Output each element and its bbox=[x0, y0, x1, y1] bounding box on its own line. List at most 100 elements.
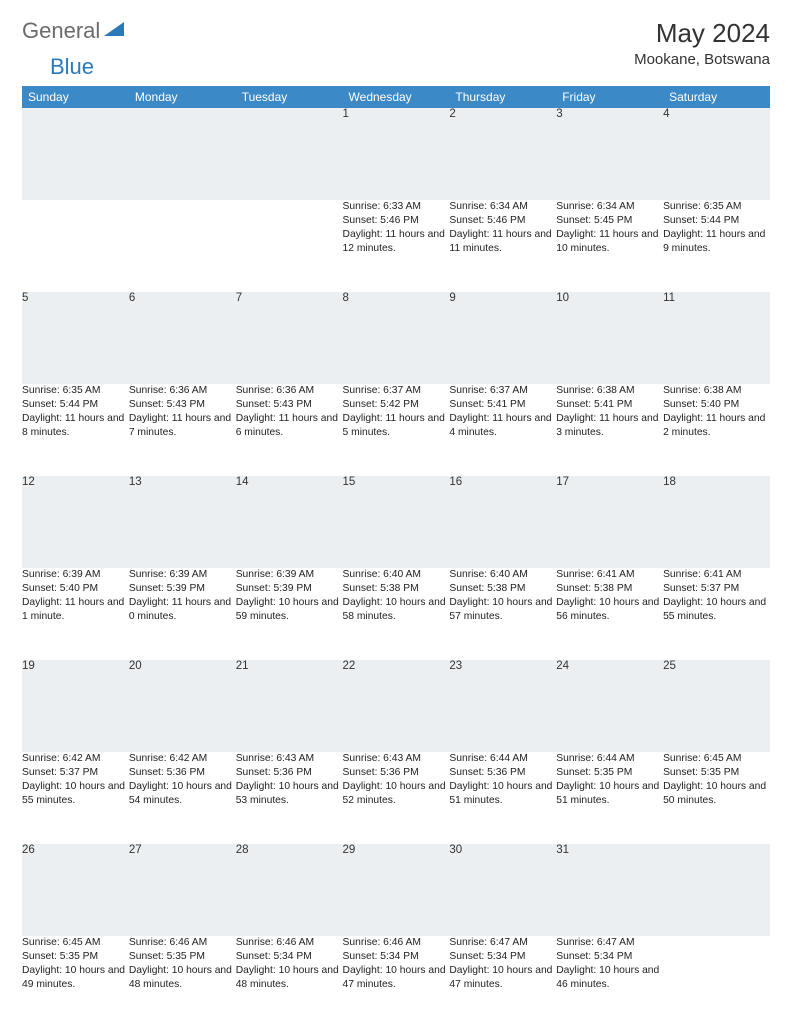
sunset-text: Sunset: 5:46 PM bbox=[343, 214, 450, 228]
day-number-cell: 3 bbox=[556, 108, 663, 200]
day-content-cell: Sunrise: 6:44 AMSunset: 5:36 PMDaylight:… bbox=[449, 752, 556, 844]
day-content-cell: Sunrise: 6:35 AMSunset: 5:44 PMDaylight:… bbox=[22, 384, 129, 476]
weekday-header: Sunday bbox=[22, 86, 129, 108]
sunset-text: Sunset: 5:41 PM bbox=[449, 398, 556, 412]
weekday-header: Friday bbox=[556, 86, 663, 108]
calendar-body: 1234Sunrise: 6:33 AMSunset: 5:46 PMDayli… bbox=[22, 108, 770, 1028]
day-content-cell: Sunrise: 6:40 AMSunset: 5:38 PMDaylight:… bbox=[343, 568, 450, 660]
day-number-cell: 13 bbox=[129, 476, 236, 568]
sunset-text: Sunset: 5:38 PM bbox=[556, 582, 663, 596]
day-number-cell: 15 bbox=[343, 476, 450, 568]
day-number-cell: 23 bbox=[449, 660, 556, 752]
day-content-cell: Sunrise: 6:43 AMSunset: 5:36 PMDaylight:… bbox=[343, 752, 450, 844]
sunrise-text: Sunrise: 6:43 AM bbox=[236, 752, 343, 766]
logo-text-blue: Blue bbox=[50, 54, 94, 79]
day-content-cell: Sunrise: 6:33 AMSunset: 5:46 PMDaylight:… bbox=[343, 200, 450, 292]
daylight-text: Daylight: 10 hours and 53 minutes. bbox=[236, 780, 343, 808]
day-content-cell: Sunrise: 6:42 AMSunset: 5:36 PMDaylight:… bbox=[129, 752, 236, 844]
sunset-text: Sunset: 5:41 PM bbox=[556, 398, 663, 412]
day-content-cell: Sunrise: 6:34 AMSunset: 5:46 PMDaylight:… bbox=[449, 200, 556, 292]
day-content-cell: Sunrise: 6:37 AMSunset: 5:42 PMDaylight:… bbox=[343, 384, 450, 476]
sunrise-text: Sunrise: 6:47 AM bbox=[556, 936, 663, 950]
sunrise-text: Sunrise: 6:39 AM bbox=[129, 568, 236, 582]
weekday-header: Saturday bbox=[663, 86, 770, 108]
daylight-text: Daylight: 10 hours and 55 minutes. bbox=[663, 596, 770, 624]
daylight-text: Daylight: 11 hours and 6 minutes. bbox=[236, 412, 343, 440]
sunrise-text: Sunrise: 6:35 AM bbox=[22, 384, 129, 398]
logo-triangle-icon bbox=[104, 20, 126, 43]
month-title: May 2024 bbox=[634, 18, 770, 49]
day-content-cell: Sunrise: 6:41 AMSunset: 5:37 PMDaylight:… bbox=[663, 568, 770, 660]
sunrise-text: Sunrise: 6:40 AM bbox=[343, 568, 450, 582]
sunrise-text: Sunrise: 6:36 AM bbox=[129, 384, 236, 398]
day-number-cell: 9 bbox=[449, 292, 556, 384]
day-content-cell: Sunrise: 6:40 AMSunset: 5:38 PMDaylight:… bbox=[449, 568, 556, 660]
day-content-cell: Sunrise: 6:38 AMSunset: 5:40 PMDaylight:… bbox=[663, 384, 770, 476]
sunset-text: Sunset: 5:37 PM bbox=[22, 766, 129, 780]
sunset-text: Sunset: 5:39 PM bbox=[129, 582, 236, 596]
day-number-cell: 1 bbox=[343, 108, 450, 200]
day-content-cell: Sunrise: 6:44 AMSunset: 5:35 PMDaylight:… bbox=[556, 752, 663, 844]
sunrise-text: Sunrise: 6:47 AM bbox=[449, 936, 556, 950]
sunrise-text: Sunrise: 6:37 AM bbox=[449, 384, 556, 398]
daylight-text: Daylight: 11 hours and 9 minutes. bbox=[663, 228, 770, 256]
day-number-cell: 26 bbox=[22, 844, 129, 936]
day-content-cell: Sunrise: 6:41 AMSunset: 5:38 PMDaylight:… bbox=[556, 568, 663, 660]
day-number-cell: 27 bbox=[129, 844, 236, 936]
day-number-cell bbox=[663, 844, 770, 936]
sunrise-text: Sunrise: 6:36 AM bbox=[236, 384, 343, 398]
day-content-cell: Sunrise: 6:35 AMSunset: 5:44 PMDaylight:… bbox=[663, 200, 770, 292]
day-content-cell: Sunrise: 6:47 AMSunset: 5:34 PMDaylight:… bbox=[449, 936, 556, 1028]
day-number-cell: 7 bbox=[236, 292, 343, 384]
daylight-text: Daylight: 10 hours and 47 minutes. bbox=[343, 964, 450, 992]
sunset-text: Sunset: 5:45 PM bbox=[556, 214, 663, 228]
calendar-head: SundayMondayTuesdayWednesdayThursdayFrid… bbox=[22, 86, 770, 108]
daylight-text: Daylight: 10 hours and 58 minutes. bbox=[343, 596, 450, 624]
day-number-cell: 14 bbox=[236, 476, 343, 568]
sunrise-text: Sunrise: 6:44 AM bbox=[449, 752, 556, 766]
sunset-text: Sunset: 5:34 PM bbox=[449, 950, 556, 964]
day-content-cell: Sunrise: 6:34 AMSunset: 5:45 PMDaylight:… bbox=[556, 200, 663, 292]
day-number-cell: 10 bbox=[556, 292, 663, 384]
weekday-header: Tuesday bbox=[236, 86, 343, 108]
day-content-cell bbox=[22, 200, 129, 292]
daylight-text: Daylight: 11 hours and 11 minutes. bbox=[449, 228, 556, 256]
daylight-text: Daylight: 10 hours and 48 minutes. bbox=[129, 964, 236, 992]
daylight-text: Daylight: 10 hours and 47 minutes. bbox=[449, 964, 556, 992]
day-content-cell bbox=[236, 200, 343, 292]
sunrise-text: Sunrise: 6:40 AM bbox=[449, 568, 556, 582]
day-content-cell: Sunrise: 6:46 AMSunset: 5:34 PMDaylight:… bbox=[236, 936, 343, 1028]
sunrise-text: Sunrise: 6:38 AM bbox=[556, 384, 663, 398]
sunrise-text: Sunrise: 6:41 AM bbox=[556, 568, 663, 582]
day-number-cell: 29 bbox=[343, 844, 450, 936]
sunset-text: Sunset: 5:34 PM bbox=[343, 950, 450, 964]
title-block: May 2024 Mookane, Botswana bbox=[634, 18, 770, 68]
day-content-cell: Sunrise: 6:45 AMSunset: 5:35 PMDaylight:… bbox=[663, 752, 770, 844]
day-number-cell: 6 bbox=[129, 292, 236, 384]
day-number-cell: 30 bbox=[449, 844, 556, 936]
daylight-text: Daylight: 10 hours and 50 minutes. bbox=[663, 780, 770, 808]
day-number-cell: 21 bbox=[236, 660, 343, 752]
day-number-cell: 12 bbox=[22, 476, 129, 568]
day-number-cell: 5 bbox=[22, 292, 129, 384]
sunrise-text: Sunrise: 6:42 AM bbox=[22, 752, 129, 766]
sunset-text: Sunset: 5:40 PM bbox=[22, 582, 129, 596]
day-content-cell: Sunrise: 6:36 AMSunset: 5:43 PMDaylight:… bbox=[236, 384, 343, 476]
sunrise-text: Sunrise: 6:44 AM bbox=[556, 752, 663, 766]
daylight-text: Daylight: 10 hours and 46 minutes. bbox=[556, 964, 663, 992]
daylight-text: Daylight: 11 hours and 0 minutes. bbox=[129, 596, 236, 624]
sunset-text: Sunset: 5:36 PM bbox=[129, 766, 236, 780]
day-number-cell: 4 bbox=[663, 108, 770, 200]
day-content-cell: Sunrise: 6:45 AMSunset: 5:35 PMDaylight:… bbox=[22, 936, 129, 1028]
day-content-cell: Sunrise: 6:43 AMSunset: 5:36 PMDaylight:… bbox=[236, 752, 343, 844]
weekday-header: Thursday bbox=[449, 86, 556, 108]
daylight-text: Daylight: 10 hours and 51 minutes. bbox=[449, 780, 556, 808]
sunrise-text: Sunrise: 6:46 AM bbox=[129, 936, 236, 950]
day-number-cell: 25 bbox=[663, 660, 770, 752]
sunrise-text: Sunrise: 6:43 AM bbox=[343, 752, 450, 766]
daylight-text: Daylight: 10 hours and 48 minutes. bbox=[236, 964, 343, 992]
day-content-cell bbox=[129, 200, 236, 292]
day-content-cell: Sunrise: 6:47 AMSunset: 5:34 PMDaylight:… bbox=[556, 936, 663, 1028]
sunset-text: Sunset: 5:43 PM bbox=[129, 398, 236, 412]
sunrise-text: Sunrise: 6:46 AM bbox=[343, 936, 450, 950]
